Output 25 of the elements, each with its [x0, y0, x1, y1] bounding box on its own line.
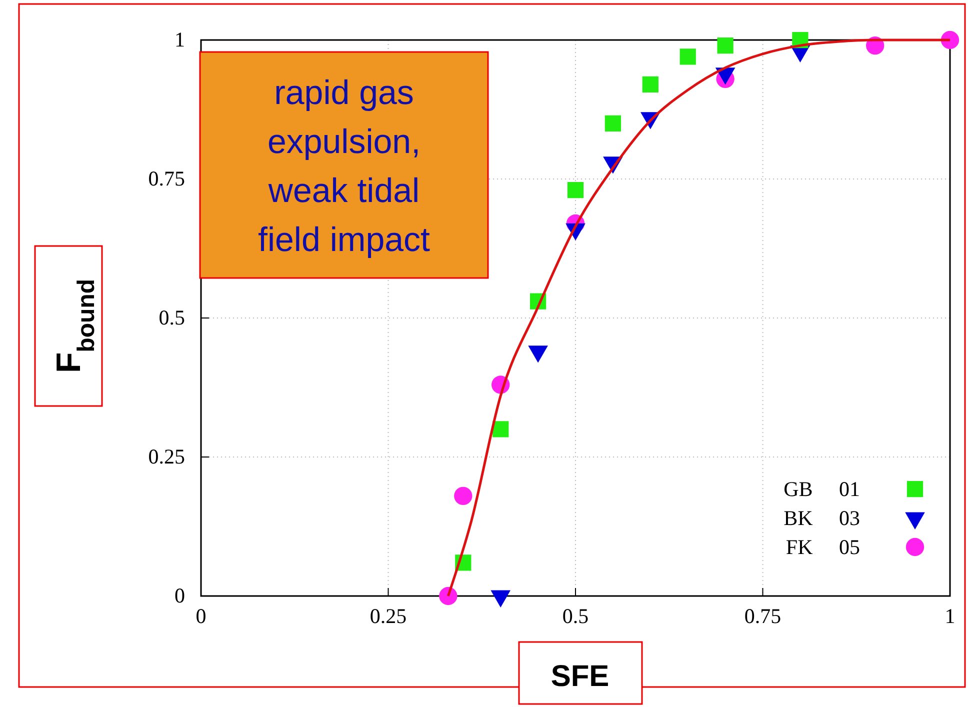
note-box: rapid gas expulsion, weak tidal field impact — [199, 51, 489, 279]
point — [717, 38, 734, 54]
point — [604, 115, 622, 132]
annotation: rapid gas expulsion, weak tidal field impact — [258, 74, 431, 259]
x-tick-label: 0.75 — [744, 604, 782, 628]
legend-label: BK 03 — [784, 506, 860, 530]
x-tick-label: 0.5 — [562, 604, 589, 628]
y-tick-label: 0.25 — [148, 444, 185, 469]
x-tick-label: 0.25 — [370, 604, 407, 628]
legend-label: FK 05 — [786, 535, 860, 559]
x-axis-title: SFE — [550, 660, 610, 693]
x-tick-label: 1 — [944, 604, 956, 628]
point — [642, 76, 658, 93]
point — [439, 586, 458, 606]
xlabel-box: SFE — [518, 641, 643, 705]
y-tick-label: 0 — [174, 584, 185, 608]
point — [680, 48, 696, 65]
y-tick-label: 1 — [174, 28, 185, 52]
x-tick-label: 0 — [196, 604, 206, 628]
y-tick-label: 0.5 — [158, 306, 185, 330]
y-tick-label: 0.75 — [148, 166, 185, 191]
point — [492, 421, 509, 438]
point — [454, 486, 472, 505]
point — [567, 182, 584, 198]
legend-label: GB 01 — [784, 477, 860, 501]
